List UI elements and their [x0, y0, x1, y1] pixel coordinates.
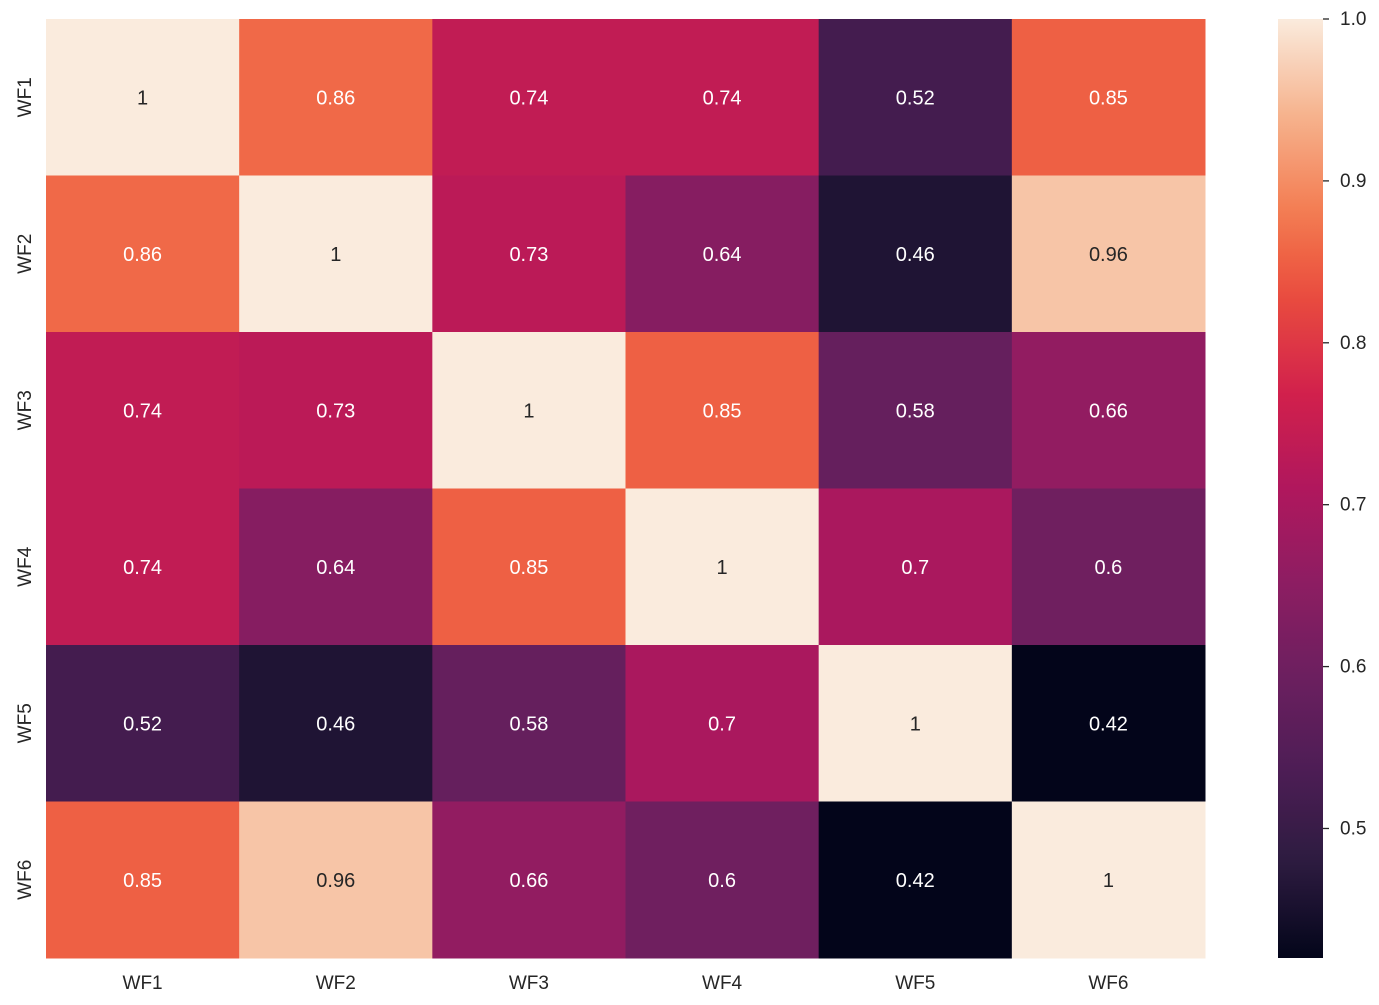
cell-annotation-WF1-WF1: 1: [137, 87, 148, 109]
cell-annotation-WF5-WF4: 0.7: [708, 713, 736, 735]
heatmap-cell-WF3-WF5: [818, 332, 1013, 489]
heatmap-cell-WF6-WF5: [818, 801, 1013, 959]
heatmap-cell-WF2-WF3: [432, 175, 626, 333]
heatmap-cell-WF6-WF3: [432, 801, 626, 959]
heatmap-annotations: 1 0.86 0.74 0.74 0.52 0.85 0.86 1 0.73 0.64 0.46 0.…: [123, 87, 1128, 892]
colorbar-tick-label-0.6: 0.6: [1340, 657, 1366, 678]
heatmap-cell-WF3-WF3: [432, 332, 626, 489]
heatmap-cell-WF5-WF5: [818, 645, 1013, 802]
y-tick-label-WF5: WF5: [15, 703, 36, 743]
cell-annotation-WF4-WF1: 0.74: [123, 557, 162, 579]
y-tick-label-WF3: WF3: [15, 390, 36, 430]
colorbar-tick-label-0.8: 0.8: [1340, 333, 1366, 354]
x-tick-label-WF4: WF4: [702, 973, 743, 994]
cell-annotation-WF3-WF3: 1: [523, 400, 534, 422]
cell-annotation-WF6-WF5: 0.42: [896, 870, 935, 892]
heatmap-cell-WF5-WF2: [239, 645, 433, 802]
cell-annotation-WF3-WF6: 0.66: [1089, 400, 1128, 422]
cell-annotation-WF1-WF4: 0.74: [703, 87, 742, 109]
y-tick-label-WF4: WF4: [15, 546, 36, 587]
heatmap-cell-WF1-WF4: [625, 19, 820, 176]
heatmap-cell-WF6-WF4: [625, 801, 820, 959]
heatmap-cell-WF2-WF6: [1011, 175, 1206, 333]
heatmap-cell-WF1-WF2: [239, 19, 433, 176]
cell-annotation-WF4-WF4: 1: [717, 557, 728, 579]
cell-annotation-WF6-WF6: 1: [1103, 870, 1114, 892]
cell-annotation-WF4-WF5: 0.7: [901, 557, 929, 579]
heatmap-cell-WF6-WF6: [1011, 801, 1206, 959]
cell-annotation-WF5-WF2: 0.46: [316, 713, 355, 735]
cell-annotation-WF3-WF1: 0.74: [123, 400, 162, 422]
heatmap-cells: [46, 19, 1206, 959]
heatmap-cell-WF4-WF3: [432, 488, 626, 646]
heatmap-cell-WF2-WF2: [239, 175, 433, 333]
cell-annotation-WF1-WF2: 0.86: [316, 87, 355, 109]
cell-annotation-WF1-WF6: 0.85: [1089, 87, 1128, 109]
x-tick-label-WF5: WF5: [895, 973, 935, 994]
x-tick-label-WF6: WF6: [1088, 973, 1128, 994]
colorbar-tick-label-1.0: 1.0: [1340, 9, 1366, 30]
cell-annotation-WF3-WF4: 0.85: [703, 400, 742, 422]
y-tick-label-WF6: WF6: [15, 860, 36, 900]
heatmap-cell-WF2-WF5: [818, 175, 1013, 333]
x-tick-label-WF1: WF1: [123, 973, 163, 994]
cell-annotation-WF5-WF3: 0.58: [509, 713, 548, 735]
cell-annotation-WF2-WF1: 0.86: [123, 244, 162, 266]
heatmap-cell-WF4-WF6: [1011, 488, 1206, 646]
cell-annotation-WF6-WF3: 0.66: [509, 870, 548, 892]
colorbar-gradient: [1278, 19, 1323, 958]
cell-annotation-WF6-WF4: 0.6: [708, 870, 736, 892]
cell-annotation-WF2-WF2: 1: [330, 244, 341, 266]
cell-annotation-WF5-WF6: 0.42: [1089, 713, 1128, 735]
cell-annotation-WF4-WF2: 0.64: [316, 557, 355, 579]
x-axis-tick-labels: WF1 WF2 WF3 WF4 WF5 WF6: [123, 973, 1129, 994]
heatmap-cell-WF2-WF4: [625, 175, 820, 333]
cell-annotation-WF5-WF5: 1: [910, 713, 921, 735]
heatmap-cell-WF3-WF4: [625, 332, 820, 489]
heatmap-cell-WF1-WF5: [818, 19, 1013, 176]
cell-annotation-WF3-WF2: 0.73: [316, 400, 355, 422]
heatmap-cell-WF6-WF1: [46, 801, 240, 959]
cell-annotation-WF1-WF5: 0.52: [896, 87, 935, 109]
heatmap-cell-WF1-WF6: [1011, 19, 1206, 176]
heatmap-cell-WF4-WF4: [625, 488, 820, 646]
colorbar: 1.0 0.9 0.8 0.7 0.6 0.5: [1278, 9, 1366, 958]
heatmap-cell-WF5-WF6: [1011, 645, 1206, 802]
cell-annotation-WF2-WF5: 0.46: [896, 244, 935, 266]
heatmap-cell-WF4-WF5: [818, 488, 1013, 646]
cell-annotation-WF3-WF5: 0.58: [896, 400, 935, 422]
cell-annotation-WF2-WF4: 0.64: [703, 244, 742, 266]
y-tick-label-WF1: WF1: [15, 77, 36, 117]
heatmap-cell-WF5-WF4: [625, 645, 820, 802]
x-tick-label-WF3: WF3: [509, 973, 549, 994]
colorbar-tick-label-0.5: 0.5: [1340, 818, 1366, 839]
cell-annotation-WF5-WF1: 0.52: [123, 713, 162, 735]
cell-annotation-WF6-WF2: 0.96: [316, 870, 355, 892]
heatmap-cell-WF1-WF1: [46, 19, 240, 176]
cell-annotation-WF2-WF6: 0.96: [1089, 244, 1128, 266]
heatmap-cell-WF5-WF3: [432, 645, 626, 802]
cell-annotation-WF4-WF3: 0.85: [509, 557, 548, 579]
heatmap-cell-WF3-WF2: [239, 332, 433, 489]
cell-annotation-WF6-WF1: 0.85: [123, 870, 162, 892]
heatmap-cell-WF4-WF2: [239, 488, 433, 646]
cell-annotation-WF2-WF3: 0.73: [509, 244, 548, 266]
heatmap-cell-WF1-WF3: [432, 19, 626, 176]
y-tick-label-WF2: WF2: [15, 234, 36, 274]
cell-annotation-WF1-WF3: 0.74: [509, 87, 548, 109]
cell-annotation-WF4-WF6: 0.6: [1095, 557, 1123, 579]
colorbar-tick-label-0.7: 0.7: [1340, 495, 1366, 516]
heatmap-cell-WF3-WF6: [1011, 332, 1206, 489]
x-tick-label-WF2: WF2: [316, 973, 356, 994]
y-axis-tick-labels: WF1 WF2 WF3 WF4 WF5 WF6: [15, 77, 36, 900]
heatmap-cell-WF2-WF1: [46, 175, 240, 333]
heatmap-cell-WF6-WF2: [239, 801, 433, 959]
heatmap-cell-WF5-WF1: [46, 645, 240, 802]
heatmap-cell-WF3-WF1: [46, 332, 240, 489]
heatmap-cell-WF4-WF1: [46, 488, 240, 646]
colorbar-tick-label-0.9: 0.9: [1340, 171, 1366, 192]
